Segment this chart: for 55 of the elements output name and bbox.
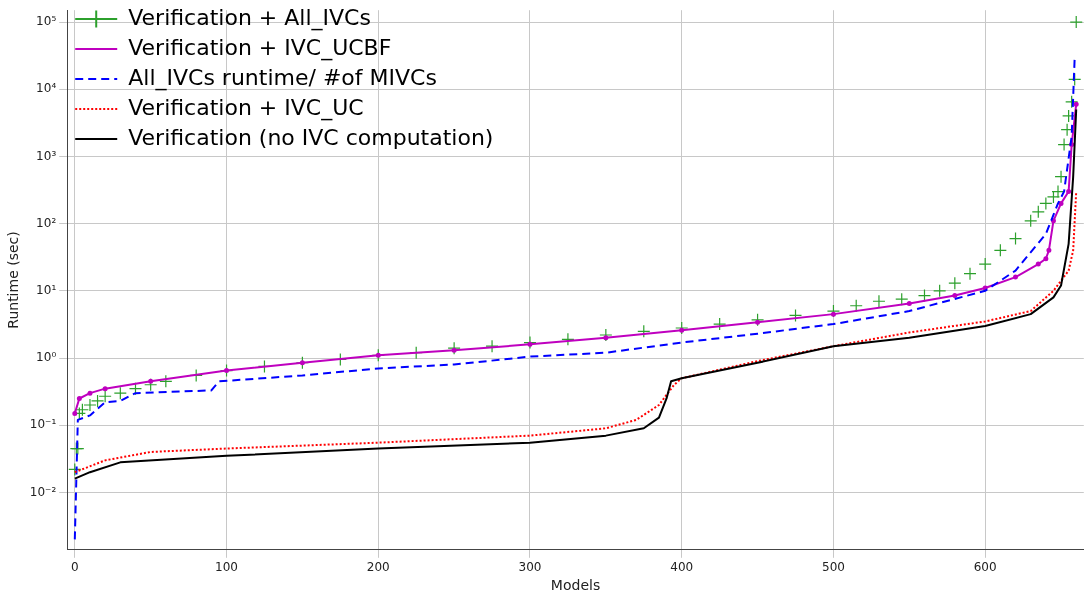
x-tick-label: 0 <box>70 560 79 575</box>
point <box>90 394 105 408</box>
legend-label: Verification + IVC_UC <box>128 94 364 121</box>
y-tick-label: 10⁻¹ <box>29 417 57 432</box>
y-tick-label: 10⁰ <box>36 350 57 365</box>
point <box>933 284 947 298</box>
line-series <box>73 190 1078 474</box>
x-tick-label: 400 <box>670 560 694 575</box>
y-axis-title: Runtime (sec) <box>5 231 22 329</box>
point <box>128 382 143 396</box>
point <box>447 341 461 355</box>
point <box>1057 138 1071 152</box>
x-tick-label: 600 <box>973 560 997 575</box>
point <box>159 374 173 388</box>
x-axis-title: Models <box>550 577 601 594</box>
point <box>917 288 932 303</box>
point <box>978 257 992 271</box>
y-tick-label: 10⁴ <box>36 81 57 96</box>
legend-label: All_IVCs runtime/ #of MIVCs <box>128 64 437 91</box>
point <box>637 324 651 338</box>
point <box>1065 95 1079 109</box>
point <box>599 328 613 342</box>
point <box>1024 214 1038 228</box>
legend-label: Verification + IVC_UCBF <box>128 34 392 61</box>
point <box>849 299 863 313</box>
y-tick-label: 10¹ <box>36 282 57 297</box>
point <box>872 294 886 308</box>
point <box>963 267 977 281</box>
point <box>948 276 962 290</box>
point <box>675 321 689 335</box>
point <box>713 317 727 331</box>
x-tick-label: 100 <box>215 560 238 575</box>
point <box>83 398 97 412</box>
legend-label: Verification (no IVC computation) <box>128 124 494 150</box>
point <box>788 308 803 323</box>
point <box>561 332 575 346</box>
y-tick-label: 10⁻² <box>29 484 57 499</box>
point <box>1008 231 1023 246</box>
x-tick-label: 500 <box>821 560 845 575</box>
point <box>1062 109 1076 123</box>
point <box>98 389 112 403</box>
y-tick-label: 10³ <box>36 148 57 163</box>
point <box>1069 15 1083 29</box>
point <box>1031 205 1045 219</box>
x-tick-label: 200 <box>366 560 390 575</box>
legend-label: Verification + All_IVCs <box>128 4 371 31</box>
y-tick-label: 10⁵ <box>36 14 57 29</box>
point <box>750 313 765 327</box>
point <box>68 462 82 477</box>
point <box>1039 196 1053 210</box>
point <box>1051 184 1065 199</box>
y-tick-label: 10² <box>36 215 57 230</box>
x-tick-label: 300 <box>518 560 542 575</box>
point <box>113 386 127 400</box>
point <box>993 243 1007 257</box>
